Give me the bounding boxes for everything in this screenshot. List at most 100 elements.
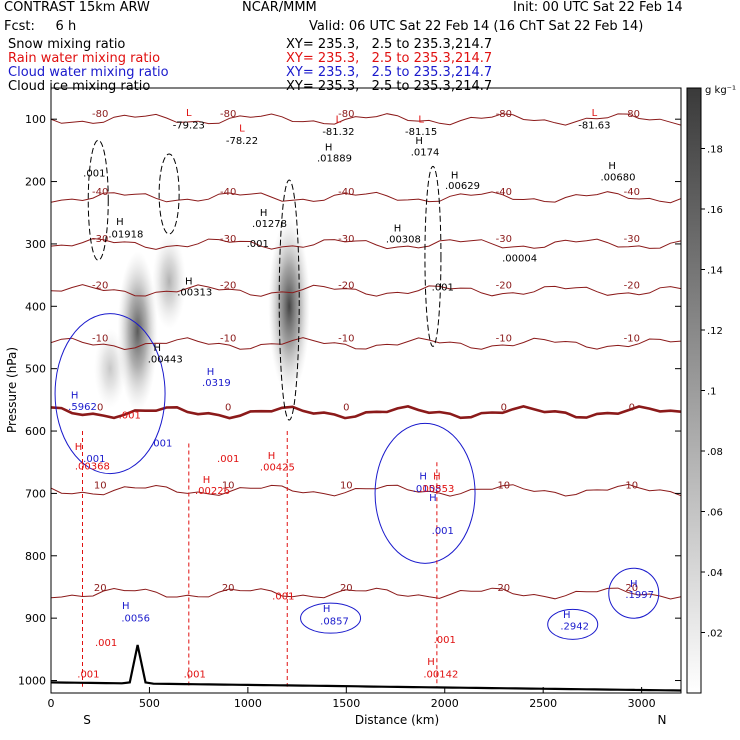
extrema-label: .01918: [108, 230, 143, 241]
isotherm-label: -10: [338, 334, 354, 345]
mixing-ratio-contour: [547, 608, 599, 640]
extrema-label: .00142: [423, 669, 458, 680]
plot-frame: [50, 87, 682, 694]
extrema-label: .00680: [601, 172, 636, 183]
isotherm-label: -80: [624, 109, 640, 120]
y-tick-label: 100: [25, 113, 46, 126]
snow-shading-layer: [94, 218, 311, 412]
isotherm-label: -20: [220, 281, 236, 292]
x-axis-label: Distance (km): [355, 713, 439, 727]
extrema-label: .00226: [195, 486, 230, 497]
extrema-label: -81.15: [405, 127, 437, 138]
isotherm-line: [51, 191, 681, 204]
isotherm-label: -40: [496, 187, 512, 198]
isotherm-label: -10: [220, 334, 236, 345]
isotherm-label: -80: [496, 109, 512, 120]
extrema-label: L: [336, 114, 342, 125]
forecast-hour: Fcst: 6 h: [4, 19, 77, 34]
endpoint-south: S: [83, 713, 91, 727]
x-tick-label: 1000: [234, 697, 262, 710]
x-tick-label: 2000: [431, 697, 459, 710]
extrema-label: L: [418, 114, 424, 125]
isotherm-label: 10: [94, 480, 107, 491]
isotherm-line: [51, 337, 681, 351]
colorbar-tick-label: .18: [707, 145, 723, 156]
mixing-ratio-contour: [87, 139, 109, 261]
extrema-label: .00443: [148, 354, 183, 365]
field-xy-cloud-water: XY= 235.3, 2.5 to 235.3,214.7: [286, 65, 493, 80]
isotherm-label: -40: [338, 187, 354, 198]
extrema-label: .1997: [625, 590, 654, 601]
isotherm-label: -30: [220, 234, 236, 245]
extrema-label: .001: [83, 454, 105, 465]
mixing-ratio-contour: [158, 153, 180, 235]
y-tick-label: 800: [25, 550, 46, 563]
extrema-label: H: [427, 657, 435, 668]
isotherm-label: -40: [220, 187, 236, 198]
endpoint-north: N: [658, 713, 667, 727]
extrema-labels: L-79.23 L-78.22L-81.32L-81.15L-81.63H.018…: [68, 108, 654, 680]
isotherm-label: 0: [629, 402, 635, 413]
isotherm-label: 0: [97, 402, 103, 413]
mixing-ratio-contour: [374, 422, 476, 564]
extrema-label: H: [419, 472, 427, 483]
extrema-label: .0319: [202, 378, 231, 389]
snow-plume: [268, 218, 311, 395]
y-tick-label: 200: [25, 176, 46, 189]
extrema-label: H: [203, 475, 211, 486]
isotherm-label: 0: [343, 402, 349, 413]
snow-plume: [94, 328, 127, 409]
isotherm-line: [51, 284, 681, 297]
isotherm-label: 0: [501, 402, 507, 413]
extrema-label: H: [415, 136, 423, 147]
isotherm-label: -20: [338, 281, 354, 292]
colorbar: [686, 87, 702, 694]
axes: 0 500 1000 1500 2000 2500 30001002003004005006…: [18, 113, 681, 710]
colorbar-tick-label: .12: [707, 326, 723, 337]
x-tick-label: 500: [139, 697, 160, 710]
isotherm-label: 0: [225, 402, 231, 413]
y-tick-label: 300: [25, 238, 46, 251]
x-tick-label: 0: [48, 697, 55, 710]
isotherm-label: 20: [625, 583, 638, 594]
extrema-label: L: [239, 124, 245, 135]
extrema-label: H: [429, 493, 437, 504]
extrema-label: .00368: [75, 462, 110, 473]
x-tick-label: 2500: [529, 697, 557, 710]
extrema-label: .001: [217, 454, 239, 465]
extrema-label: .001: [184, 669, 206, 680]
isotherm-label: -40: [624, 187, 640, 198]
colorbar-tick-label: .1: [707, 387, 717, 398]
mixing-ratio-contour: [300, 602, 362, 634]
extrema-label: .001: [95, 638, 117, 649]
extrema-label: -81.32: [322, 127, 354, 138]
extrema-label: H: [207, 367, 215, 378]
isotherm-label: -10: [92, 334, 108, 345]
extrema-label: .001: [83, 169, 105, 180]
extrema-label: H: [260, 208, 268, 219]
isotherm-line: [51, 483, 681, 497]
extrema-label: H: [71, 391, 79, 402]
extrema-label: .001: [150, 439, 172, 450]
mixing-ratio-contour: [424, 165, 442, 347]
field-xy-snow: XY= 235.3, 2.5 to 235.3,214.7: [286, 37, 493, 52]
extrema-label: .00425: [260, 462, 295, 473]
org-label: NCAR/MMM: [242, 0, 317, 15]
isotherm-label: -80: [338, 109, 354, 120]
colorbar-tick-label: .14: [707, 266, 723, 277]
isotherm-label: 10: [340, 480, 353, 491]
valid-time: Valid: 06 UTC Sat 22 Feb 14 (16 ChT Sat …: [309, 19, 644, 34]
y-axis-label: Pressure (hPa): [5, 347, 19, 433]
extrema-label: .0174: [411, 147, 440, 158]
isotherm-label: -20: [92, 281, 108, 292]
extrema-label: .5962: [68, 402, 97, 413]
extrema-label: .001: [119, 411, 141, 422]
y-tick-label: 1000: [18, 675, 46, 688]
field-label-rain: Rain water mixing ratio: [8, 51, 161, 66]
extrema-label: .0056: [121, 613, 150, 624]
x-tick-label: 1500: [332, 697, 360, 710]
isotherm-label: 20: [222, 583, 235, 594]
extrema-label: H: [325, 142, 333, 153]
isotherm-line: [51, 405, 681, 420]
mixing-ratio-contour: [608, 567, 660, 619]
